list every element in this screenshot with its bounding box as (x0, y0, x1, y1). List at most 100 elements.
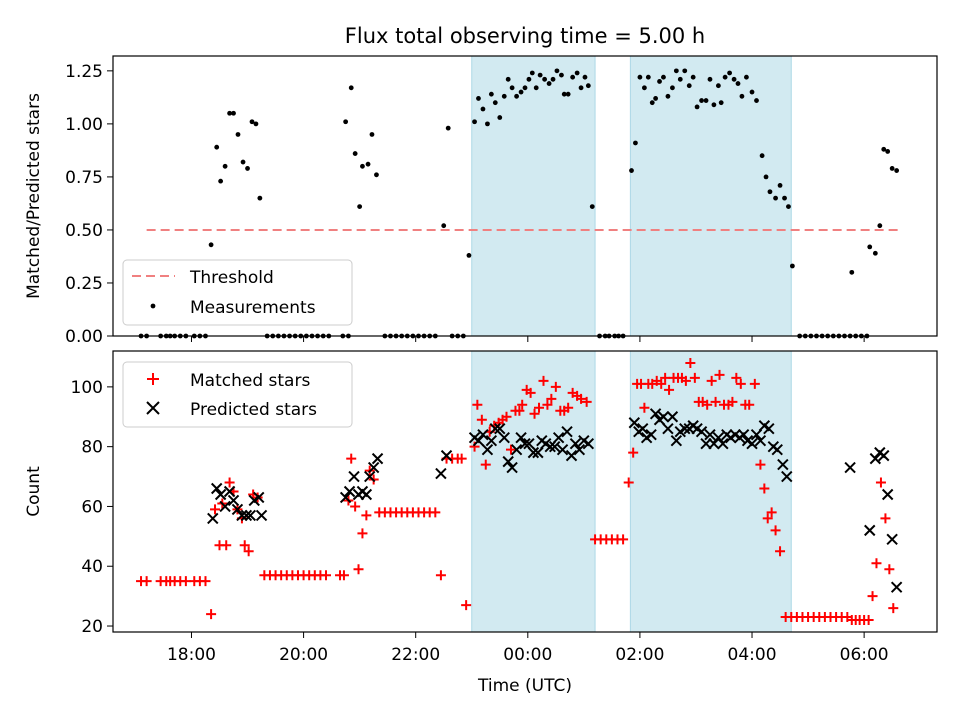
matched-star-point (480, 459, 491, 470)
measurement-point (214, 144, 220, 150)
matched-star-point (880, 513, 891, 524)
legend-predicted-label: Predicted stars (190, 400, 317, 420)
matched-star-point (206, 609, 217, 620)
measurement-point (731, 76, 737, 82)
measurement-point (777, 182, 783, 188)
predicted-star-point (750, 428, 763, 441)
y-tick-label: 80 (81, 438, 103, 458)
measurement-point (352, 151, 358, 156)
measurement-point (754, 98, 759, 103)
matched-star-point (243, 546, 254, 557)
predicted-star-point (556, 443, 569, 456)
matched-star-point (714, 369, 725, 380)
observing-span-2 (629, 350, 792, 633)
y-tick-label: 60 (81, 497, 103, 517)
measurement-point (657, 79, 662, 84)
predicted-star-point (339, 491, 352, 504)
matched-star-point (710, 396, 721, 407)
matched-star-point (546, 393, 557, 404)
matched-star-point (884, 564, 895, 575)
measurement-point (441, 223, 447, 229)
x-tick-label: 06:00 (840, 645, 889, 665)
series-predicted-stars (207, 408, 903, 593)
predicted-star-point (435, 467, 447, 480)
matched-star-point (759, 483, 770, 494)
matched-star-point (141, 576, 152, 587)
predicted-star-point (343, 485, 356, 498)
predicted-star-point (255, 509, 268, 522)
measurement-point (218, 178, 224, 184)
predicted-star-point (472, 434, 485, 447)
measurement-point (374, 172, 379, 178)
matched-star-point (576, 393, 587, 404)
legend-measurements-label: Measurements (190, 298, 316, 318)
series-measurements (138, 68, 900, 339)
predicted-star-point (649, 408, 662, 420)
predicted-star-point (777, 458, 789, 471)
matched-star-point (875, 477, 886, 488)
observing-span-2 (629, 55, 792, 337)
matched-star-point (538, 375, 549, 386)
measurement-point (231, 110, 236, 116)
measurement-point (245, 166, 250, 171)
measurement-point (677, 76, 683, 82)
matched-star-point (346, 453, 357, 464)
y-tick-label: 0.00 (65, 327, 103, 347)
matched-star-point (350, 501, 361, 512)
measurement-point (565, 91, 571, 97)
matched-star-point (461, 600, 472, 611)
predicted-star-point (717, 437, 729, 450)
measurement-point (550, 76, 556, 82)
matched-star-point (210, 504, 221, 515)
x-tick-label: 20:00 (279, 645, 328, 665)
measurement-point (257, 195, 263, 201)
measurement-point (518, 89, 524, 95)
y-tick-label: 0.25 (65, 274, 103, 294)
matched-star-point (680, 375, 691, 386)
measurement-point (682, 68, 688, 74)
measurement-point (585, 83, 591, 89)
predicted-star-point (704, 428, 716, 441)
matched-star-point (361, 510, 372, 521)
measurement-point (637, 74, 643, 80)
matched-star-point (702, 399, 713, 410)
matched-star-point (766, 507, 777, 518)
predicted-star-point (763, 423, 775, 435)
predicted-star-point (502, 455, 514, 468)
matched-star-point (581, 396, 592, 407)
matched-star-point (430, 507, 441, 518)
measurement-point (690, 74, 696, 80)
top-panel: 0.00 0.25 0.50 0.75 1.00 1.25 Matched/Predicte… (24, 55, 938, 347)
predicted-star-point (881, 488, 894, 501)
measurement-point (749, 89, 755, 95)
x-tick-label: 02:00 (615, 645, 664, 665)
measurement-point (509, 85, 515, 91)
measurement-point (715, 83, 721, 89)
predicted-star-point (510, 443, 523, 456)
predicted-star-point (886, 533, 898, 546)
chart-title: Flux total observing time = 5.00 h (345, 24, 705, 48)
matched-star-point (505, 444, 516, 455)
predicted-star-point (628, 417, 641, 429)
series-matched-stars (136, 357, 899, 626)
measurement-point (492, 100, 498, 106)
predicted-star-point (771, 443, 783, 456)
measurement-point (894, 168, 900, 173)
measurement-point (722, 74, 728, 80)
measurement-point (633, 140, 638, 146)
predicted-star-point (481, 443, 494, 456)
legend-measurements-swatch (150, 303, 156, 309)
predicted-star-point (670, 434, 683, 447)
matched-star-point (749, 378, 760, 389)
predicted-star-point (712, 431, 725, 444)
measurement-point (240, 159, 246, 165)
measurement-point (222, 163, 228, 169)
measurement-point (786, 204, 791, 210)
measurement-point (546, 81, 552, 86)
predicted-star-point (523, 437, 535, 450)
matched-star-point (685, 357, 696, 368)
measurement-point (554, 68, 560, 74)
matched-star-point (735, 378, 746, 389)
measurement-point (670, 85, 675, 91)
predicted-star-point (240, 509, 253, 522)
